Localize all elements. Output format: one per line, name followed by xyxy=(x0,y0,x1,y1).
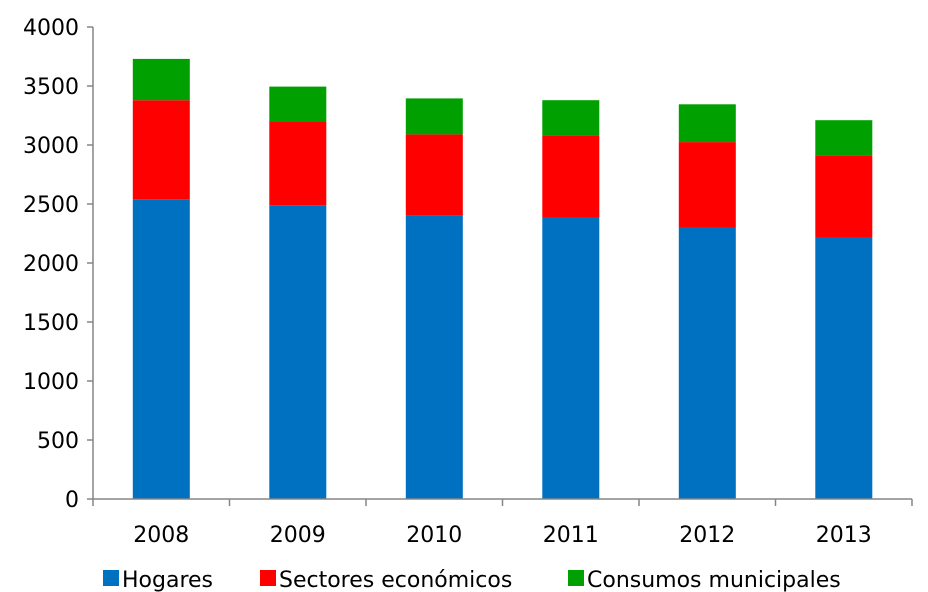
bar-2011-series-0 xyxy=(542,217,600,499)
x-tick-label: 2008 xyxy=(133,523,189,548)
y-tick-label: 4000 xyxy=(23,16,79,41)
y-tick-label: 500 xyxy=(37,429,79,454)
x-tick-label: 2010 xyxy=(406,523,462,548)
y-tick-label: 1000 xyxy=(23,370,79,395)
legend-label: Sectores económicos xyxy=(279,568,512,592)
bar-2008-series-1 xyxy=(132,100,190,200)
y-tick-label: 3500 xyxy=(23,75,79,100)
x-tick-label: 2013 xyxy=(816,523,872,548)
bar-2013-series-1 xyxy=(815,155,873,237)
y-ticks-group: 0 500 1000 1500 2000 2500 3000 3500 4000 xyxy=(23,16,93,513)
y-tick-label: 1500 xyxy=(23,311,79,336)
legend: Hogares Sectores económicos Consumos munic… xyxy=(103,568,841,592)
bar-2010-series-2 xyxy=(405,98,463,135)
bar-2012-series-1 xyxy=(678,142,736,228)
axes-group xyxy=(92,27,912,500)
legend-label: Hogares xyxy=(122,568,213,592)
x-tick-label: 2009 xyxy=(270,523,326,548)
x-ticks-group: 2008 2009 2010 2011 2012 2013 xyxy=(92,499,913,548)
legend-swatch xyxy=(260,570,276,586)
bar-2011-series-2 xyxy=(542,100,600,136)
bars-group xyxy=(132,58,873,500)
bar-2009-series-2 xyxy=(269,86,327,122)
y-tick-label: 0 xyxy=(65,488,79,513)
bar-2008-series-2 xyxy=(132,58,190,101)
y-tick-label: 2000 xyxy=(23,252,79,277)
bar-2008-series-0 xyxy=(132,199,190,500)
legend-label: Consumos municipales xyxy=(587,568,841,592)
legend-swatch xyxy=(103,570,119,586)
y-tick-label: 3000 xyxy=(23,134,79,159)
y-tick-label: 2500 xyxy=(23,193,79,218)
bar-2013-series-0 xyxy=(815,237,873,499)
bar-2012-series-2 xyxy=(678,104,736,143)
bar-2011-series-1 xyxy=(542,135,600,217)
x-tick-label: 2011 xyxy=(543,523,599,548)
bar-2009-series-0 xyxy=(269,205,327,499)
x-tick-label: 2012 xyxy=(679,523,735,548)
legend-swatch xyxy=(568,570,584,586)
bar-2010-series-0 xyxy=(405,215,463,500)
bar-2009-series-1 xyxy=(269,122,327,206)
bar-2012-series-0 xyxy=(678,227,736,499)
bar-2010-series-1 xyxy=(405,134,463,216)
bar-2013-series-2 xyxy=(815,120,873,156)
